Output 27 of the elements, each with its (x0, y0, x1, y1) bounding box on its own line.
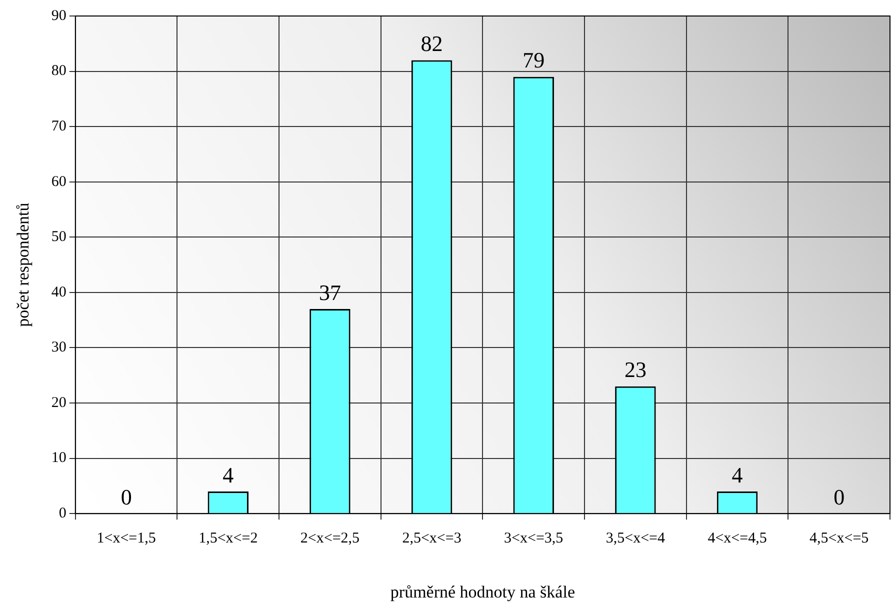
y-tick-label: 20 (51, 394, 66, 411)
y-tick-label: 40 (51, 284, 66, 300)
y-tick-label: 30 (51, 340, 66, 356)
x-tick-label: 3,5<x<=4 (606, 530, 666, 547)
y-tick-label: 90 (51, 8, 66, 24)
y-tick-label: 70 (51, 118, 66, 135)
x-tick-label: 4<x<=4,5 (708, 530, 767, 547)
x-tick-label: 2,5<x<=3 (402, 530, 462, 547)
y-tick-label: 80 (51, 63, 66, 80)
data-label: 0 (834, 484, 845, 510)
y-tick-label: 10 (51, 450, 66, 466)
data-label: 4 (222, 462, 234, 488)
y-tick-label: 50 (51, 229, 66, 246)
x-axis-title: průměrné hodnoty na škále (390, 582, 575, 602)
y-tick-label: 60 (51, 174, 66, 190)
data-label: 23 (624, 357, 646, 382)
x-tick-label: 2<x<=2,5 (300, 530, 360, 547)
x-tick-label: 3<x<=3,5 (504, 530, 564, 547)
x-tick-label: 1<x<=1,5 (96, 530, 156, 547)
y-tick-label: 0 (58, 506, 66, 522)
data-label: 4 (732, 462, 743, 488)
y-axis-title: počet respondentů (14, 202, 33, 327)
x-tick-label: 1,5<x<=2 (198, 530, 258, 547)
data-label: 0 (120, 484, 132, 510)
x-tick-label: 4,5<x<=5 (810, 530, 869, 547)
data-label: 79 (522, 48, 545, 73)
data-label: 82 (420, 31, 443, 56)
